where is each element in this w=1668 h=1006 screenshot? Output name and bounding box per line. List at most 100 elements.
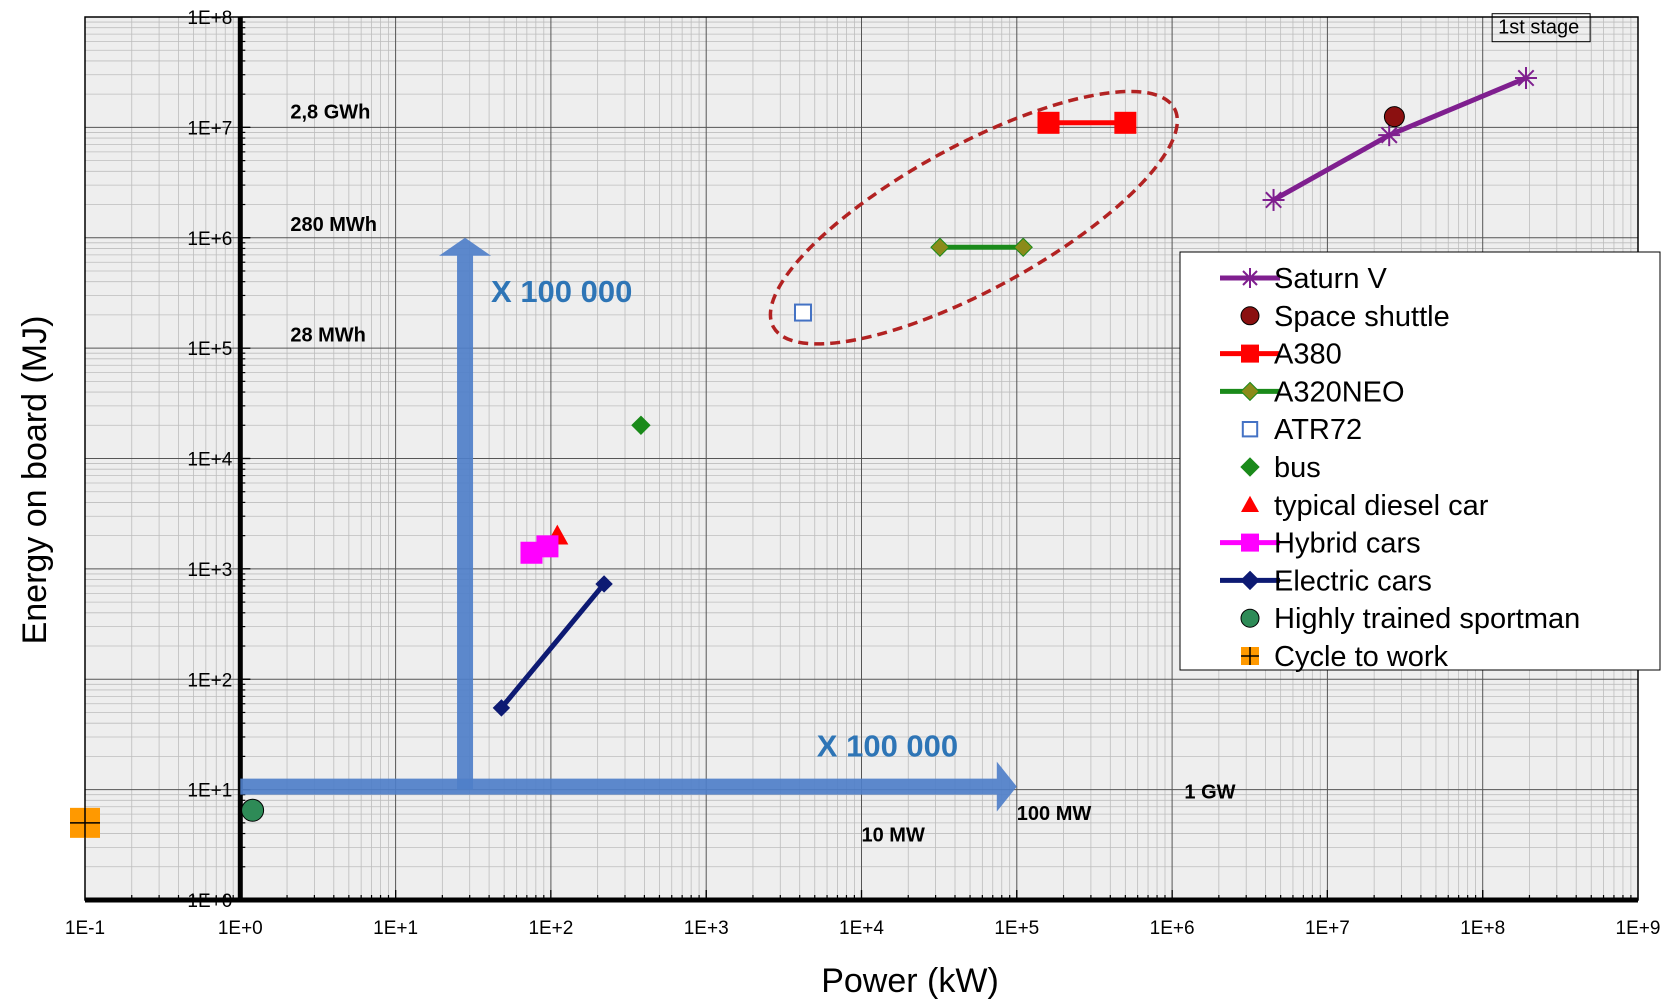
series-highly-trained-sportman xyxy=(241,798,265,822)
first-stage-label: 1st stage xyxy=(1498,17,1579,39)
legend-label: typical diesel car xyxy=(1274,490,1489,522)
y-tick-label: 1E+3 xyxy=(187,560,232,581)
legend-entry: A380 xyxy=(1220,339,1342,371)
growth-arrows: X 100 000 X 100 000 xyxy=(240,237,1017,812)
legend-label: Cycle to work xyxy=(1274,641,1449,673)
annotation-label: 28 MWh xyxy=(290,324,366,346)
data-point xyxy=(1240,570,1260,591)
data-point xyxy=(1013,237,1033,257)
legend-entry: Electric cars xyxy=(1220,565,1432,597)
y-tick-label: 1E+7 xyxy=(187,118,232,139)
x-tick-label: 1E+2 xyxy=(528,918,573,939)
x-tick-label: 1E+4 xyxy=(839,918,884,939)
arrow-up-label: X 100 000 xyxy=(491,274,632,309)
series-a380 xyxy=(1037,111,1137,134)
y-tick-label: 1E+4 xyxy=(187,450,232,471)
x-tick-label: 1E+6 xyxy=(1150,918,1195,939)
annotation-label: 1 GW xyxy=(1184,782,1235,804)
series-layer xyxy=(70,67,1537,838)
series-saturn-v xyxy=(1262,67,1537,211)
series-line xyxy=(499,582,607,710)
x-tick-labels: 1E-1 1E+0 1E+1 1E+2 1E+3 1E+4 1E+5 1E+6 1E+7 1E+8… xyxy=(65,918,1661,939)
x-tick-label: 1E+0 xyxy=(218,918,263,939)
legend: Saturn V Space shuttle A380 A320NEO ATR72 bus… xyxy=(1179,251,1661,673)
legend-label: Saturn V xyxy=(1274,263,1387,295)
series-bus xyxy=(631,415,651,435)
x-axis-title: Power (kW) xyxy=(821,962,999,1000)
data-point xyxy=(1241,421,1259,438)
series-electric-cars xyxy=(492,575,613,717)
x-tick-label: 1E+1 xyxy=(373,918,418,939)
data-point xyxy=(631,415,651,435)
star-stroke xyxy=(1380,126,1398,144)
y-tick-label: 1E+8 xyxy=(187,8,232,29)
y-tick-label: 1E+1 xyxy=(187,781,232,802)
data-point xyxy=(1240,381,1260,402)
x-tick-label: 1E-1 xyxy=(65,918,105,939)
legend-entry: bus xyxy=(1240,452,1321,484)
x-tick-label: 1E+9 xyxy=(1616,918,1661,939)
data-point xyxy=(1241,647,1259,665)
y-tick-label: 1E+5 xyxy=(187,339,232,360)
y-tick-labels: 1E+0 1E+1 1E+2 1E+3 1E+4 1E+5 1E+6 1E+7 1E+8 xyxy=(187,8,232,912)
data-point xyxy=(595,575,613,593)
x-tick-label: 1E+8 xyxy=(1460,918,1505,939)
star-stroke xyxy=(1265,191,1282,209)
data-point xyxy=(1378,124,1401,147)
data-point xyxy=(1514,67,1537,90)
series-cycle-to-work xyxy=(70,807,100,838)
annotation-label: 280 MWh xyxy=(290,214,377,236)
y-tick-label: 1E+0 xyxy=(187,891,232,912)
data-point xyxy=(1240,608,1260,628)
star-stroke xyxy=(1517,69,1535,87)
legend-label: ATR72 xyxy=(1274,414,1362,446)
y-axis-title: Energy on board (MJ) xyxy=(16,316,54,645)
data-point xyxy=(1383,106,1405,128)
data-point xyxy=(241,798,265,822)
data-point xyxy=(1240,306,1260,326)
annotation-label: 100 MW xyxy=(1017,803,1092,825)
data-point xyxy=(1241,495,1259,512)
data-point xyxy=(1240,457,1260,477)
legend-label: bus xyxy=(1274,452,1321,484)
legend-label: Electric cars xyxy=(1274,565,1432,597)
legend-entry: typical diesel car xyxy=(1241,490,1489,522)
legend-label: Hybrid cars xyxy=(1274,528,1421,560)
data-point xyxy=(1241,344,1259,363)
legend-entry: Hybrid cars xyxy=(1220,528,1421,560)
data-point xyxy=(1262,188,1285,211)
data-point xyxy=(492,699,511,717)
y-tick-label: 1E+6 xyxy=(187,229,232,250)
legend-label: Highly trained sportman xyxy=(1274,603,1580,635)
legend-label: A320NEO xyxy=(1274,376,1405,408)
data-point xyxy=(1114,111,1137,134)
data-point xyxy=(536,535,559,558)
x-tick-label: 1E+3 xyxy=(684,918,729,939)
highlight-ellipse-layer xyxy=(768,89,1180,346)
data-point xyxy=(1241,533,1259,552)
series-space-shuttle xyxy=(1383,106,1405,128)
star-stroke xyxy=(1242,270,1258,286)
first-stage-box xyxy=(1491,13,1591,43)
legend-entry: Cycle to work xyxy=(1241,641,1449,673)
y-tick-label: 1E+2 xyxy=(187,670,232,691)
data-point xyxy=(70,807,100,838)
legend-label: A380 xyxy=(1274,339,1342,371)
series-atr72 xyxy=(793,303,812,322)
highlight-ellipse xyxy=(768,89,1180,346)
annotations: 2,8 GWh 280 MWh 28 MWh 1 GW 100 MW 10 MW 1st s… xyxy=(290,13,1591,846)
legend-entry: ATR72 xyxy=(1241,414,1362,446)
annotation-label: 10 MW xyxy=(862,824,925,846)
data-point xyxy=(1037,111,1060,134)
legend-label: Space shuttle xyxy=(1274,301,1450,333)
data-point xyxy=(1240,268,1260,288)
data-point xyxy=(930,237,950,257)
series-a320neo xyxy=(930,237,1033,257)
annotation-label: 2,8 GWh xyxy=(290,102,370,124)
data-point xyxy=(793,303,812,322)
legend-entry: Saturn V xyxy=(1220,263,1387,295)
arrow-right xyxy=(240,761,1017,812)
arrow-right-label: X 100 000 xyxy=(817,729,958,764)
